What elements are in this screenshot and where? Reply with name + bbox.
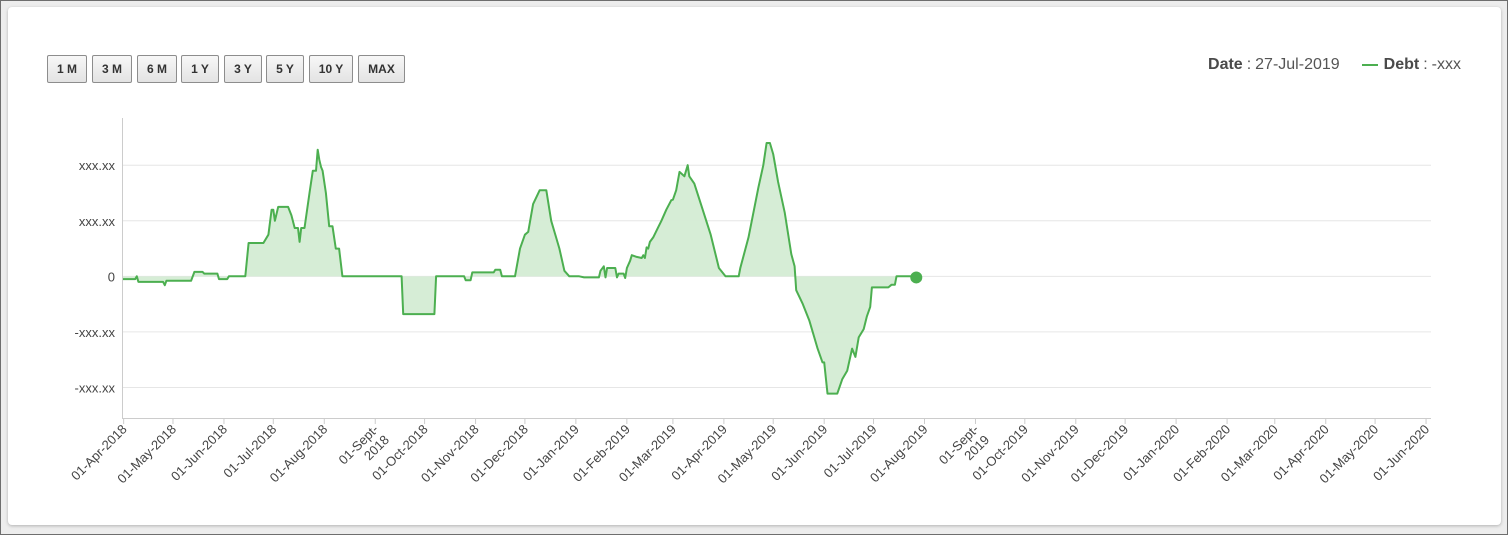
y-tick-label: xxx.xx [79,158,116,173]
y-tick-label: -xxx.xx [75,325,116,340]
range-max-button[interactable]: MAX [358,55,405,83]
y-tick-label: -xxx.xx [75,380,116,395]
axes [122,118,1431,419]
series-line-icon [1361,64,1378,66]
range-3y-button[interactable]: 3 Y [224,55,262,83]
y-tick-label: xxx.xx [79,214,116,229]
tooltip-colon-2: : [1423,56,1428,73]
tooltip-series-value: -xxx [1431,56,1461,73]
range-10y-button[interactable]: 10 Y [309,55,353,83]
y-tick-label: 0 [108,269,115,284]
range-5y-button[interactable]: 5 Y [266,55,304,83]
range-1y-button[interactable]: 1 Y [181,55,219,83]
tooltip-colon: : [1246,56,1252,73]
range-1m-button[interactable]: 1 M [47,55,87,83]
range-3m-button[interactable]: 3 M [92,55,132,83]
tooltip-date-label: Date [1208,56,1243,73]
hover-point-marker[interactable] [910,271,923,284]
series-line [122,142,912,395]
tooltip-series-label: Debt [1383,56,1420,73]
range-6m-button[interactable]: 6 M [137,55,177,83]
y-axis-ticks: xxx.xx xxx.xx 0 -xxx.xx -xxx.xx [75,158,116,395]
tooltip-date-value: 27-Jul-2019 [1255,56,1340,73]
x-axis-ticks: 01-Apr-201801-May-201801-Jun-201801-Jul-… [68,418,1432,486]
chart-tooltip: Date: 27-Jul-2019 Debt: -xxx [1208,56,1461,74]
